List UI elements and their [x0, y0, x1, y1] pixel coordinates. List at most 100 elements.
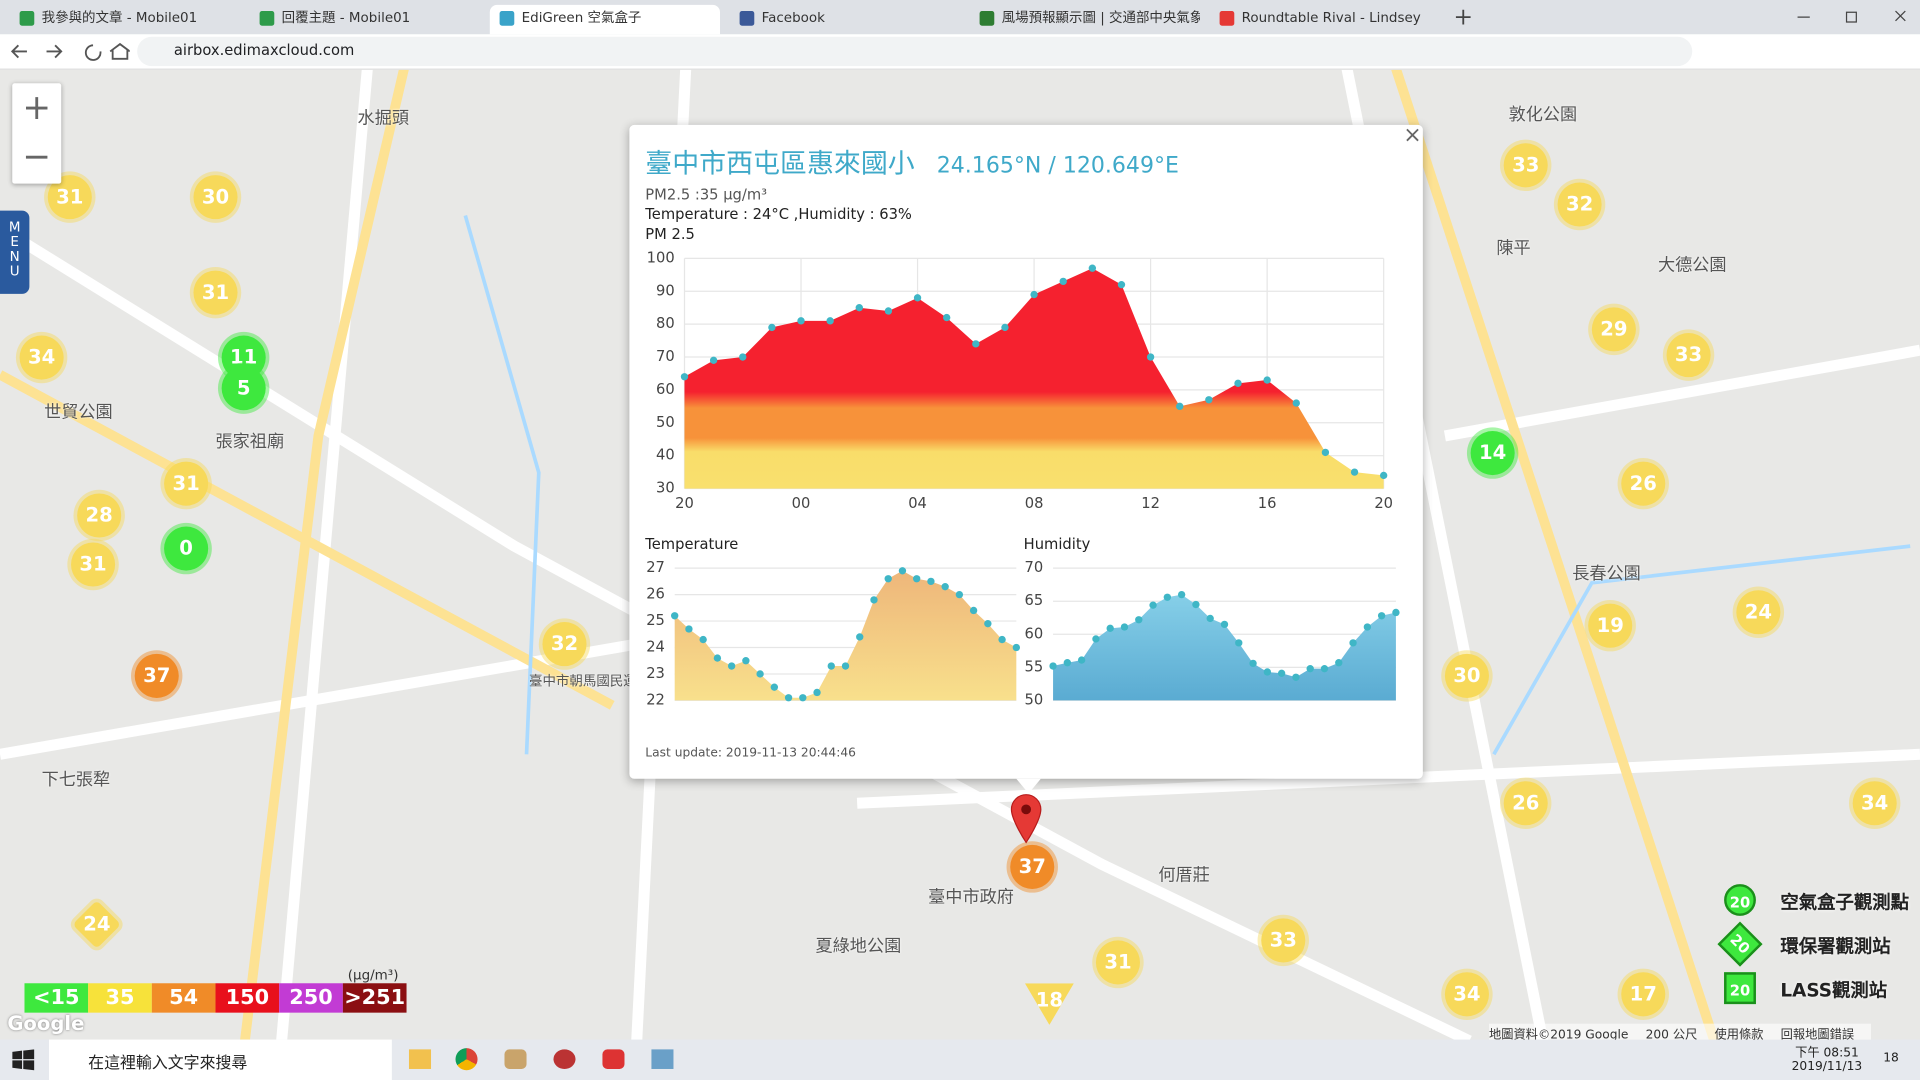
marker-value: 33 [1512, 153, 1540, 177]
map-marker[interactable]: 34 [1444, 972, 1489, 1017]
marker-value: 28 [85, 503, 113, 527]
tab-bar: 我參與的文章 - Mobile01 回覆主題 - Mobile01 EdiGreen… [0, 0, 1920, 35]
map-marker[interactable]: 30 [1444, 653, 1489, 698]
map-marker[interactable]: 32 [542, 622, 587, 667]
marker-value: 17 [1629, 982, 1657, 1006]
nav-buttons[interactable] [7, 39, 130, 63]
marker-value: 31 [56, 184, 84, 209]
data-point [742, 657, 750, 665]
y-tick-label: 27 [646, 559, 665, 576]
clock[interactable]: 下午 08:51 2019/11/13 [1790, 1042, 1863, 1074]
map-marker[interactable]: 31 [193, 270, 238, 315]
data-point [1177, 590, 1186, 599]
data-point [685, 625, 693, 633]
map-marker[interactable]: 26 [1621, 461, 1666, 506]
clock-date: 2019/11/13 [1791, 1060, 1863, 1074]
y-tick-label: 50 [656, 414, 675, 431]
taskbar: 在這裡輸入文字來搜尋 下午 08:51 2019/11/13 18 [0, 1039, 1920, 1080]
map-marker[interactable]: 37 [134, 653, 179, 698]
data-point [884, 307, 893, 315]
map-marker[interactable]: 31 [1095, 940, 1141, 985]
map-marker[interactable]: 33 [1503, 143, 1548, 188]
map-marker[interactable]: 31 [164, 461, 209, 506]
chart-title: PM 2.5 [645, 226, 695, 243]
map-label: 水掘頭 [357, 108, 409, 129]
station-label: 環保署觀測站 [1780, 935, 1891, 958]
map-marker[interactable]: 28 [77, 493, 122, 538]
new-tab[interactable] [1452, 7, 1474, 27]
legend-level: 250 [279, 983, 343, 1013]
data-point [1206, 614, 1214, 623]
y-tick-label: 70 [656, 348, 675, 365]
data-point [709, 356, 718, 364]
map-marker[interactable]: 33 [1261, 918, 1306, 963]
notification-count[interactable]: 18 [1883, 1051, 1899, 1066]
map-label: 下七張犂 [41, 770, 111, 790]
zoom-out[interactable]: − [22, 135, 52, 177]
data-point [1049, 662, 1057, 670]
map-marker[interactable]: 34 [1852, 781, 1897, 826]
station-legend: 20 空氣盒子觀測點 20 環保署觀測站 20 LASS觀測站 [1660, 879, 1920, 1011]
google-logo: Google [7, 1011, 85, 1035]
marker-value: 26 [1512, 791, 1540, 815]
map-marker[interactable]: 32 [1557, 182, 1602, 227]
map-marker[interactable]: 26 [1503, 781, 1548, 826]
map-label: 敦化公園 [1508, 105, 1578, 125]
map-marker[interactable]: 24 [1736, 590, 1781, 635]
map-marker[interactable]: 30 [193, 175, 238, 220]
legend-level: <15 [24, 983, 89, 1013]
omnibox[interactable]: airbox.edimaxcloud.com [137, 36, 1693, 67]
data-point [1092, 635, 1100, 643]
close-button[interactable]: × [1403, 122, 1422, 149]
data-point [955, 590, 964, 599]
map-marker[interactable]: 5 [221, 366, 266, 411]
window-controls[interactable] [1788, 5, 1910, 29]
y-tick-label: 55 [1025, 658, 1044, 675]
station-title: 臺中市西屯區惠來國小 24.165°N / 120.649°E [645, 142, 1179, 181]
zoom-in[interactable]: + [22, 86, 52, 128]
search-box[interactable]: 在這裡輸入文字來搜尋 [48, 1039, 392, 1080]
data-point [1059, 277, 1067, 286]
tab-title: EdiGreen 空氣盒子 [521, 9, 642, 26]
data-point [855, 304, 863, 312]
data-point [841, 662, 850, 670]
map-marker[interactable]: 0 [164, 526, 209, 571]
data-point [1335, 659, 1343, 667]
map-marker[interactable]: 17 [1621, 972, 1666, 1017]
data-point [671, 612, 679, 620]
map-marker[interactable]: 34 [19, 335, 64, 380]
station-row: 20 空氣盒子觀測點 [1660, 879, 1920, 923]
marker-value: 31 [79, 552, 107, 576]
data-point [984, 620, 992, 628]
map-marker[interactable]: 19 [1588, 603, 1633, 648]
tab-icon [499, 11, 515, 26]
data-point [1149, 601, 1157, 609]
tab-icon [979, 11, 995, 26]
map-marker[interactable]: 37 [1010, 844, 1055, 889]
last-update: Last update: 2019-11-13 20:44:46 [645, 746, 856, 761]
data-point [1377, 612, 1386, 620]
data-point [1292, 673, 1300, 681]
map-label: 張家祖廟 [215, 432, 285, 452]
footer-item: 回報地圖錯誤 [1780, 1028, 1855, 1043]
data-point [680, 373, 689, 381]
menu-tab[interactable]: MENU [0, 210, 30, 294]
data-point [1106, 624, 1114, 633]
map-label: 世貿公園 [44, 402, 113, 423]
map-marker[interactable]: 31 [71, 542, 116, 587]
data-point [768, 323, 776, 332]
y-tick-label: 40 [656, 447, 675, 464]
map-marker[interactable]: 14 [1470, 431, 1515, 476]
x-tick-label: 04 [908, 495, 927, 512]
map-marker[interactable]: 33 [1666, 333, 1711, 378]
map-marker[interactable]: 29 [1591, 307, 1636, 352]
station-row: 20 環保署觀測站 [1660, 921, 1920, 967]
y-tick-label: 80 [656, 315, 675, 332]
y-tick-label: 30 [656, 480, 675, 497]
map-footer: 地圖資料©2019 Google 200 公尺 使用條款 回報地圖錯誤 [1488, 1023, 1872, 1043]
start-button[interactable] [12, 1049, 35, 1071]
y-tick-label: 25 [646, 612, 665, 629]
station-label: 空氣盒子觀測點 [1780, 891, 1909, 914]
data-point [756, 670, 764, 678]
y-tick-label: 22 [646, 691, 665, 708]
